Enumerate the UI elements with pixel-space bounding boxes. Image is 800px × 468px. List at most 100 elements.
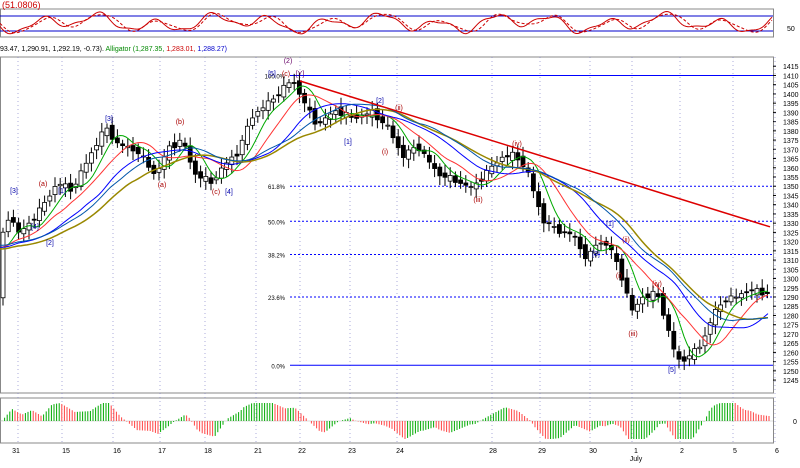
candle-body bbox=[218, 167, 224, 179]
candle-body bbox=[31, 218, 37, 221]
y-tick-label: 1245 bbox=[783, 378, 799, 385]
candle-body bbox=[562, 231, 567, 234]
osc-main-line bbox=[0, 10, 773, 35]
wave-label: (i) bbox=[616, 273, 622, 280]
candle-body bbox=[239, 139, 245, 156]
candle-body bbox=[655, 293, 661, 297]
y-tick-label: 1250 bbox=[783, 369, 799, 376]
candle-body bbox=[765, 291, 770, 294]
y-tick-label: 1340 bbox=[783, 203, 799, 210]
wave-label: (a) bbox=[39, 181, 48, 188]
date-label: 24 bbox=[396, 448, 404, 455]
candle-body bbox=[499, 156, 505, 162]
candle-body bbox=[307, 106, 313, 111]
candle-body bbox=[177, 139, 183, 147]
y-tick-label: 1315 bbox=[783, 249, 799, 256]
candle-body bbox=[120, 143, 125, 147]
candle-body bbox=[650, 290, 656, 301]
date-label: 21 bbox=[254, 448, 262, 455]
y-tick-label: 1415 bbox=[783, 64, 799, 71]
candle-body bbox=[83, 162, 89, 173]
price-header: 93.47, 1,290.91, 1,292.19, -0.73). Allig… bbox=[0, 46, 227, 53]
candle-body bbox=[166, 145, 172, 161]
candle-body bbox=[104, 127, 110, 137]
candle-body bbox=[364, 113, 370, 116]
candle-body bbox=[234, 153, 240, 157]
candle-body bbox=[198, 171, 204, 179]
osc-signal-line bbox=[0, 12, 773, 34]
y-tick-label: 1265 bbox=[783, 341, 799, 348]
wave-label: (ii) bbox=[395, 105, 403, 112]
date-label: 18 bbox=[204, 448, 212, 455]
candle-body bbox=[115, 137, 120, 144]
osc-level-label: 50 bbox=[787, 26, 795, 33]
candle-body bbox=[739, 293, 744, 299]
candle-body bbox=[531, 173, 536, 192]
candle-body bbox=[270, 98, 276, 103]
candle-body bbox=[400, 144, 406, 158]
oscillator-panel bbox=[0, 8, 774, 38]
trendline bbox=[299, 80, 771, 228]
candle-body bbox=[250, 117, 256, 126]
wave-label: (2) bbox=[284, 58, 293, 65]
oscillator-title: (51.0806) bbox=[2, 0, 41, 10]
y-tick-label: 1300 bbox=[783, 277, 799, 284]
candle-body bbox=[333, 110, 339, 115]
alligator-jaw: (1,287.35, bbox=[132, 46, 165, 53]
wave-label: [3] bbox=[105, 116, 113, 123]
candle-body bbox=[255, 111, 261, 117]
candle-body bbox=[385, 124, 391, 127]
candle-body bbox=[187, 146, 193, 163]
y-tick-label: 1400 bbox=[783, 92, 799, 99]
candle-body bbox=[520, 155, 526, 168]
candle-body bbox=[276, 94, 282, 97]
wave-label: [1] bbox=[606, 221, 614, 228]
month-label: July bbox=[630, 456, 643, 463]
candle-body bbox=[583, 244, 588, 260]
y-tick-label: 1345 bbox=[783, 193, 799, 200]
price-panel bbox=[0, 56, 774, 394]
candle-body bbox=[192, 160, 198, 175]
date-label: 23 bbox=[348, 448, 356, 455]
candle-body bbox=[629, 294, 635, 311]
candle-body bbox=[146, 156, 152, 168]
candle-body bbox=[291, 82, 297, 84]
y-tick-label: 1260 bbox=[783, 350, 799, 357]
y-tick-label: 1275 bbox=[783, 323, 799, 330]
wave-label: (iv) bbox=[512, 141, 522, 148]
fib-level-label: 50.0% bbox=[268, 220, 286, 226]
candle-body bbox=[260, 107, 266, 112]
candle-body bbox=[723, 300, 729, 303]
candle-body bbox=[0, 231, 6, 299]
candle-body bbox=[687, 355, 692, 360]
candle-body bbox=[749, 289, 755, 292]
wave-label: [5] bbox=[268, 71, 276, 78]
candle-body bbox=[609, 244, 614, 251]
candle-body bbox=[265, 100, 271, 111]
candle-body bbox=[536, 191, 541, 208]
candle-body bbox=[447, 175, 453, 182]
wave-label: (iv) bbox=[652, 281, 662, 288]
wave-label: [2] bbox=[376, 98, 384, 105]
candle-body bbox=[203, 176, 209, 182]
candle-body bbox=[463, 182, 469, 186]
candle-body bbox=[432, 163, 438, 169]
candle-body bbox=[624, 277, 630, 294]
candle-body bbox=[468, 186, 474, 188]
price-ohlc: 93.47, 1,290.91, 1,292.19, -0.73). bbox=[0, 46, 104, 53]
date-label: 2 bbox=[680, 448, 684, 455]
y-tick-label: 1305 bbox=[783, 267, 799, 274]
candle-body bbox=[281, 84, 287, 98]
candle-body bbox=[515, 152, 521, 161]
date-label: 16 bbox=[113, 448, 121, 455]
wave-label: [Y] bbox=[296, 71, 305, 78]
candle-body bbox=[42, 202, 47, 212]
alligator-teeth: 1,283.01, bbox=[166, 46, 196, 53]
candle-body bbox=[728, 295, 734, 303]
candle-body bbox=[458, 179, 464, 184]
candle-body bbox=[598, 242, 604, 245]
candle-body bbox=[99, 131, 105, 147]
wave-label: (a) bbox=[158, 182, 167, 189]
candle-body bbox=[567, 231, 573, 235]
y-tick-label: 1370 bbox=[783, 147, 799, 154]
